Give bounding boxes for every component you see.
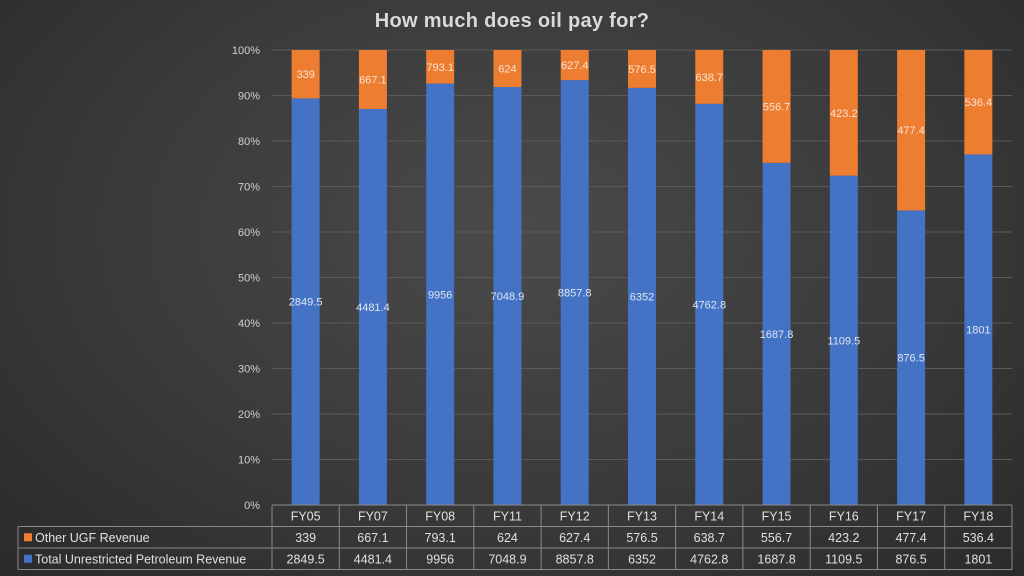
y-tick-label: 10% — [238, 455, 260, 467]
table-cell-value: 624 — [497, 531, 518, 545]
data-label-other-ugf: 423.2 — [830, 108, 858, 120]
table-cell-value: 4762.8 — [690, 552, 728, 566]
data-label-other-ugf: 624 — [498, 64, 516, 76]
table-cell-value: 423.2 — [828, 531, 859, 545]
x-tick-label: FY12 — [560, 509, 590, 523]
data-label-other-ugf: 477.4 — [897, 125, 925, 137]
data-label-petroleum: 8857.8 — [558, 288, 592, 300]
y-tick-label: 50% — [238, 273, 260, 285]
table-cell-value: 477.4 — [895, 531, 926, 545]
bar-petroleum-fy17 — [897, 210, 926, 505]
data-label-petroleum: 9956 — [428, 289, 452, 301]
table-cell-value: 4481.4 — [354, 552, 392, 566]
legend-swatch — [24, 533, 32, 542]
y-tick-label: 80% — [238, 136, 260, 148]
x-tick-label: FY18 — [963, 509, 993, 523]
table-cell-value: 638.7 — [694, 531, 725, 545]
data-label-petroleum: 1687.8 — [760, 329, 794, 341]
y-tick-label: 60% — [238, 227, 260, 239]
data-label-petroleum: 6352 — [630, 291, 654, 303]
legend-label: Other UGF Revenue — [35, 531, 150, 545]
x-tick-label: FY07 — [358, 509, 388, 523]
bar-petroleum-fy14 — [695, 103, 724, 505]
y-tick-label: 70% — [238, 182, 260, 194]
y-tick-label: 0% — [244, 500, 260, 512]
bar-petroleum-fy16 — [829, 175, 858, 505]
bar-other-ugf-fy15 — [762, 50, 791, 163]
legend-swatch — [24, 554, 32, 563]
table-cell-value: 556.7 — [761, 531, 792, 545]
data-label-petroleum: 7048.9 — [491, 291, 525, 303]
data-label-petroleum: 4762.8 — [692, 299, 726, 311]
data-label-other-ugf: 536.4 — [965, 97, 993, 109]
bar-other-ugf-fy11 — [493, 50, 522, 88]
table-cell-value: 8857.8 — [556, 552, 594, 566]
table-cell-value: 536.4 — [963, 531, 994, 545]
table-cell-value: 2849.5 — [287, 552, 325, 566]
bar-petroleum-fy07 — [358, 108, 387, 505]
bar-other-ugf-fy12 — [560, 50, 589, 81]
bar-petroleum-fy08 — [426, 83, 455, 505]
table-cell-value: 793.1 — [425, 531, 456, 545]
table-cell-value: 576.5 — [626, 531, 657, 545]
chart-title: How much does oil pay for? — [374, 10, 650, 32]
data-label-other-ugf: 576.5 — [628, 64, 656, 76]
table-cell-value: 627.4 — [559, 531, 590, 545]
table-cell-value: 6352 — [628, 552, 656, 566]
table-cell-value: 339 — [295, 531, 316, 545]
bar-other-ugf-fy08 — [426, 50, 455, 84]
bar-petroleum-fy15 — [762, 162, 791, 505]
data-label-other-ugf: 667.1 — [359, 74, 387, 86]
data-label-other-ugf: 556.7 — [763, 101, 791, 113]
y-tick-label: 20% — [238, 409, 260, 421]
x-tick-label: FY15 — [762, 509, 792, 523]
x-tick-label: FY16 — [829, 509, 859, 523]
bar-other-ugf-fy05 — [291, 50, 320, 99]
bar-other-ugf-fy07 — [358, 50, 387, 109]
x-tick-label: FY11 — [493, 509, 522, 523]
bar-petroleum-fy18 — [964, 154, 993, 505]
data-label-petroleum: 876.5 — [897, 353, 925, 365]
bar-petroleum-fy05 — [291, 98, 320, 505]
x-tick-label: FY08 — [425, 509, 455, 523]
bar-other-ugf-fy14 — [695, 50, 724, 104]
x-tick-label: FY05 — [291, 509, 321, 523]
data-label-other-ugf: 339 — [296, 69, 314, 81]
y-tick-label: 100% — [232, 45, 260, 57]
x-tick-label: FY14 — [694, 509, 724, 523]
data-label-petroleum: 1801 — [966, 325, 990, 337]
data-label-petroleum: 2849.5 — [289, 297, 323, 309]
data-label-other-ugf: 638.7 — [696, 72, 724, 84]
bar-petroleum-fy12 — [560, 80, 589, 506]
data-label-other-ugf: 793.1 — [426, 62, 454, 74]
y-tick-label: 90% — [238, 91, 260, 103]
table-cell-value: 667.1 — [357, 531, 388, 545]
table-cell-value: 1687.8 — [757, 552, 795, 566]
data-label-other-ugf: 627.4 — [561, 60, 589, 72]
data-label-petroleum: 1109.5 — [827, 335, 860, 347]
table-cell-value: 1801 — [964, 552, 992, 566]
legend-label: Total Unrestricted Petroleum Revenue — [35, 552, 246, 566]
y-tick-label: 30% — [238, 364, 260, 376]
bar-petroleum-fy11 — [493, 87, 522, 505]
table-cell-value: 9956 — [426, 552, 454, 566]
bar-other-ugf-fy13 — [628, 50, 656, 88]
table-cell-value: 7048.9 — [488, 552, 526, 566]
bar-other-ugf-fy16 — [829, 50, 858, 176]
bar-other-ugf-fy17 — [897, 50, 926, 211]
data-label-petroleum: 4481.4 — [356, 302, 390, 314]
table-cell-value: 1109.5 — [825, 552, 862, 566]
y-tick-label: 40% — [238, 318, 260, 330]
table-cell-value: 876.5 — [895, 552, 926, 566]
bar-other-ugf-fy18 — [964, 50, 993, 155]
bar-petroleum-fy13 — [628, 87, 656, 506]
x-tick-label: FY13 — [627, 509, 657, 523]
x-tick-label: FY17 — [896, 509, 926, 523]
